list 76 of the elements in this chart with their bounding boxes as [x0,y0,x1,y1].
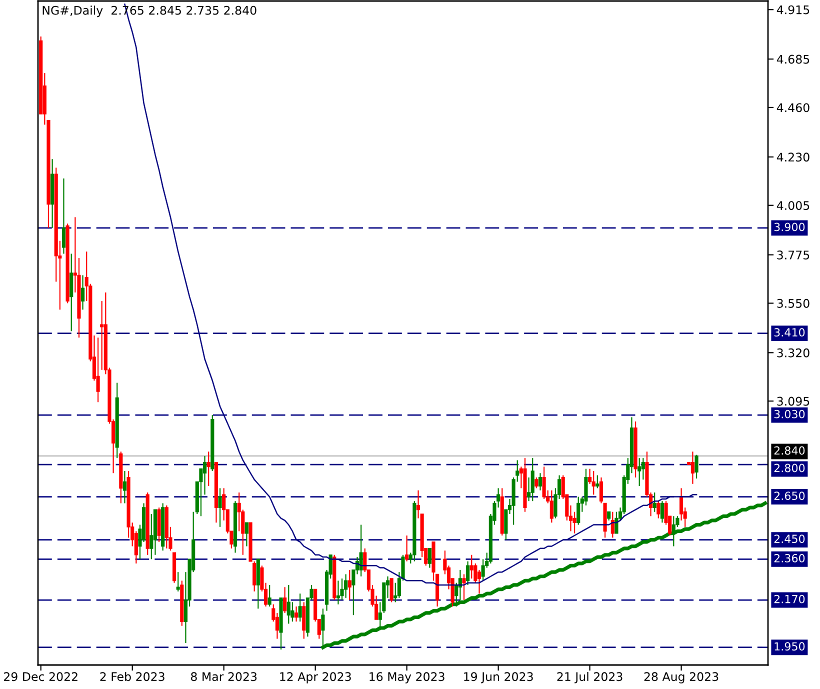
candlestick [592,470,596,496]
x-tick-label: 28 Aug 2023 [644,672,718,684]
ref-line-label: 2.170 [774,594,805,604]
candlestick [660,500,664,524]
candlestick [542,466,546,500]
x-tick-label: 2 Feb 2023 [100,672,164,682]
candlestick [656,500,660,519]
y-tick-label: 4.915 [776,5,810,14]
candlestick [283,586,287,614]
candlestick [336,580,340,605]
y-tick-label: 4.460 [776,103,810,112]
candlestick [122,470,127,504]
x-tick-label: 12 Apr 2023 [280,672,351,684]
candlestick [477,569,482,594]
candlestick [298,593,302,622]
candlestick [218,488,222,528]
candlestick [294,606,298,622]
candlestick [599,476,604,504]
candlestick [538,472,542,491]
candlestick [70,253,74,332]
ref-line-label: 2.650 [774,492,805,500]
y-tick-label: 3.095 [777,396,810,406]
y-tick-label: 3.320 [777,348,810,358]
candlestick [462,574,466,601]
x-tick-label: 19 Jun 2023 [464,672,533,684]
candlestick [176,572,180,592]
ref-line-label: 3.900 [774,222,805,232]
candlestick [466,560,470,586]
candlestick [81,274,85,310]
candlestick [576,496,580,526]
candlestick [268,584,272,608]
ref-line-label: 2.450 [774,534,805,544]
candlestick [62,178,66,254]
ref-line-label: 2.800 [774,464,805,472]
candlestick [550,490,554,524]
candlestick [470,554,474,580]
candlestick [302,602,306,640]
candlestick [694,454,698,480]
candlestick [359,524,363,577]
candlestick [534,476,538,489]
ref-line-label: 3.030 [774,410,805,418]
x-tick-label: 16 May 2023 [370,672,444,684]
ref-line-label: 2.840 [774,446,805,455]
candlestick [638,458,642,487]
y-tick-label: 4.230 [776,152,810,162]
candlestick [344,574,348,598]
candlestick [100,300,104,370]
candlestick [286,584,290,624]
candlestick [405,534,409,562]
candlestick [614,511,618,534]
candlestick [202,455,207,496]
x-tick-label: 29 Dec 2022 [4,672,78,682]
candlestick [428,548,432,568]
candlestick [596,474,600,489]
ref-line-label: 3.410 [774,328,805,337]
y-tick-label: 4.685 [776,54,810,64]
candlestick [252,560,256,592]
candlestick [390,578,394,603]
candlestick [340,578,344,601]
candlestick [652,492,656,512]
candlestick [530,458,534,502]
candlestick [96,337,100,403]
y-tick-label: 3.775 [777,250,810,260]
y-tick-label: 4.005 [776,201,810,210]
ref-line-label: 2.360 [774,554,805,562]
ref-line-label: 1.950 [774,642,805,651]
candlestick [610,511,614,538]
x-tick-label: 8 Mar 2023 [190,672,257,682]
candlestick [150,513,154,560]
candlestick [206,451,210,487]
x-tick-label: 21 Jul 2023 [557,672,622,684]
candlestick [244,522,248,547]
candlestick [690,451,695,484]
y-tick-label: 3.550 [777,298,810,308]
candlestick [672,516,676,547]
candlestick [348,569,352,601]
